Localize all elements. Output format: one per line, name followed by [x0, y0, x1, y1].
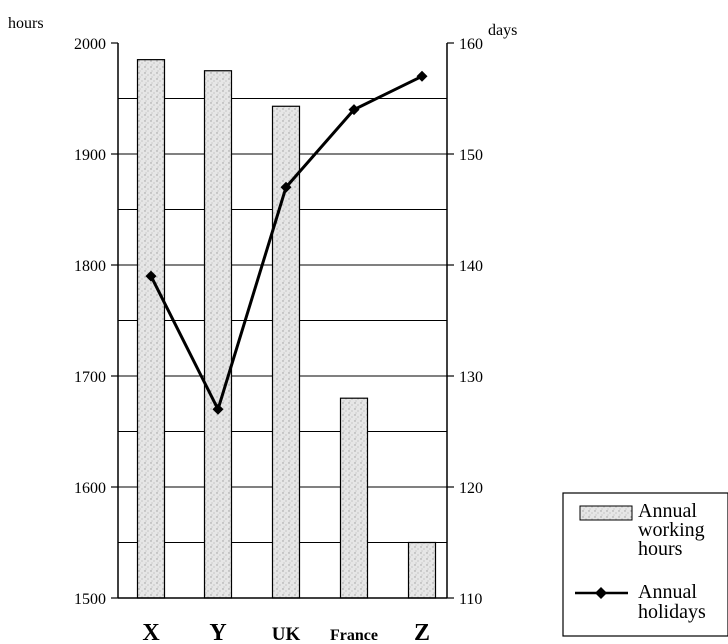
category-labels: X Y UK France Z [142, 620, 430, 644]
category-label-france: France [330, 627, 378, 644]
bar-y [203, 70, 233, 599]
right-tick-label: 150 [459, 147, 483, 164]
holidays-point-y [212, 403, 224, 415]
right-tick-label: 160 [459, 36, 483, 53]
left-axis-unit: hours [8, 15, 44, 32]
legend-label-hours: Annual working hours [638, 500, 710, 560]
right-tick-label: 110 [459, 591, 482, 608]
right-axis-unit: days [488, 22, 517, 39]
legend-box [562, 492, 728, 637]
holidays-point-z [416, 70, 428, 82]
right-tick-label: 120 [459, 480, 483, 497]
category-label-z: Z [414, 620, 430, 644]
right-tick-labels: 110 120 130 140 150 160 [459, 36, 483, 608]
holidays-point-france [348, 104, 360, 116]
left-tick-label: 1500 [74, 591, 106, 608]
bar-z [407, 541, 437, 599]
holidays-line [145, 70, 428, 415]
left-tick-labels: 1500 1600 1700 1800 1900 2000 [74, 36, 106, 608]
legend-line-swatch [575, 587, 628, 599]
legend: Annual working hours Annual holidays [562, 492, 728, 637]
legend-label-holidays: Annual holidays [638, 581, 706, 623]
holidays-point-uk [280, 181, 292, 193]
legend-bar-swatch [579, 505, 633, 521]
holidays-point-x [145, 270, 157, 282]
left-tick-label: 1900 [74, 147, 106, 164]
right-tick-label: 140 [459, 258, 483, 275]
left-tick-label: 2000 [74, 36, 106, 53]
bar-uk [271, 105, 301, 599]
bar-france [339, 397, 369, 599]
left-tick-label: 1800 [74, 258, 106, 275]
category-label-uk: UK [272, 624, 301, 644]
category-label-x: X [142, 620, 160, 644]
axes [111, 42, 454, 599]
bar-x [136, 59, 166, 599]
bars [136, 59, 437, 599]
left-tick-label: 1600 [74, 480, 106, 497]
left-tick-label: 1700 [74, 369, 106, 386]
category-label-y: Y [209, 620, 226, 644]
right-tick-label: 130 [459, 369, 483, 386]
